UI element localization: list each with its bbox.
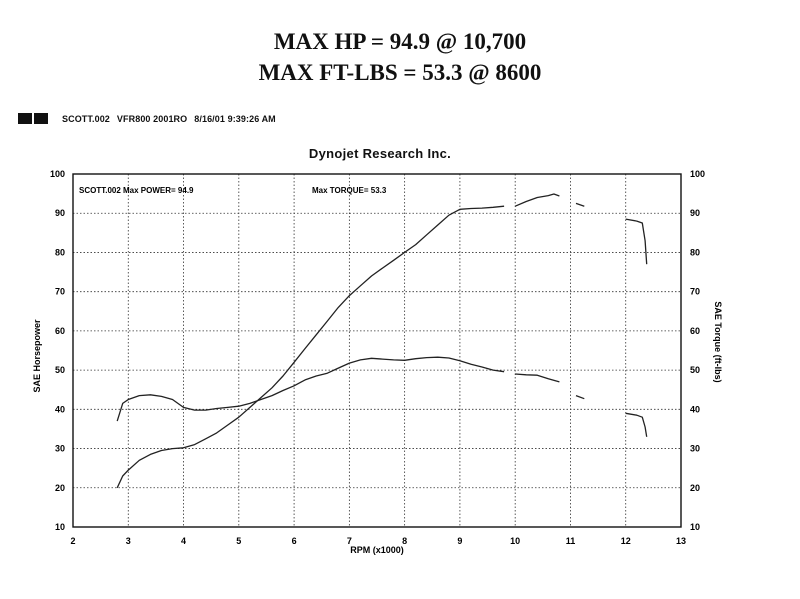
x-tick-label: 13 — [676, 536, 686, 546]
chart-grid — [73, 174, 681, 527]
run-info-row: SCOTT.002 VFR800 2001RO 8/16/01 9:39:26 … — [18, 113, 283, 124]
x-tick-label: 4 — [181, 536, 186, 546]
left-tick-label: 80 — [55, 247, 65, 257]
x-axis-label: RPM (x1000) — [350, 545, 404, 555]
left-axis-label: SAE Horsepower — [32, 319, 42, 393]
horsepower-line — [575, 202, 585, 207]
right-tick-label: 20 — [690, 483, 700, 493]
x-tick-label: 7 — [347, 536, 352, 546]
x-tick-label: 11 — [566, 536, 576, 546]
left-tick-label: 50 — [55, 365, 65, 375]
x-tick-label: 6 — [292, 536, 297, 546]
right-tick-label: 80 — [690, 247, 700, 257]
x-axis-ticks: 2 3 4 5 6 7 8 9 10 11 12 13 — [70, 536, 686, 546]
right-tick-label: 60 — [690, 326, 700, 336]
right-axis-ticks: 10 20 30 40 50 60 70 80 90 100 — [690, 169, 705, 532]
torque-line — [575, 394, 585, 400]
run-filename: SCOTT.002 — [62, 113, 110, 124]
left-tick-label: 40 — [55, 404, 65, 414]
horsepower-line — [625, 218, 648, 265]
right-tick-label: 90 — [690, 208, 700, 218]
left-axis-ticks: 10 20 30 40 50 60 70 80 90 100 — [50, 169, 65, 532]
x-tick-label: 5 — [236, 536, 241, 546]
x-tick-label: 3 — [126, 536, 131, 546]
company-title: Dynojet Research Inc. — [308, 146, 452, 161]
horsepower-line — [514, 193, 560, 207]
torque-series — [116, 356, 648, 437]
left-tick-label: 90 — [55, 208, 65, 218]
right-axis-label: SAE Torque (ft-lbs) — [713, 301, 723, 382]
horsepower-series — [116, 193, 648, 489]
left-tick-label: 60 — [55, 326, 65, 336]
left-tick-label: 10 — [55, 522, 65, 532]
max-hp-headline: MAX HP = 94.9 @ 10,700 — [273, 29, 527, 54]
run-vehicle: VFR800 2001RO — [116, 113, 188, 124]
x-tick-label: 12 — [621, 536, 631, 546]
x-tick-label: 8 — [402, 536, 407, 546]
max-torque-annotation: Max TORQUE= 53.3 — [312, 186, 387, 195]
right-tick-label: 10 — [690, 522, 700, 532]
right-tick-label: 100 — [690, 169, 705, 179]
left-tick-label: 100 — [50, 169, 65, 179]
horsepower-line — [116, 205, 505, 489]
left-tick-label: 70 — [55, 287, 65, 297]
left-tick-label: 30 — [55, 444, 65, 454]
run-datetime: 8/16/01 9:39:26 AM — [194, 113, 276, 124]
printer-marks-icon — [18, 113, 48, 124]
right-tick-label: 40 — [690, 404, 700, 414]
right-tick-label: 50 — [690, 365, 700, 375]
x-tick-label: 2 — [70, 536, 75, 546]
torque-line — [625, 412, 648, 437]
chart-series — [116, 193, 648, 489]
left-tick-label: 20 — [55, 483, 65, 493]
max-power-annotation: SCOTT.002 Max POWER= 94.9 — [79, 186, 194, 195]
torque-line — [515, 373, 560, 383]
torque-line — [116, 356, 505, 422]
right-tick-label: 30 — [690, 444, 700, 454]
right-tick-label: 70 — [690, 287, 700, 297]
x-tick-label: 10 — [510, 536, 520, 546]
x-tick-label: 9 — [457, 536, 462, 546]
max-torque-headline: MAX FT-LBS = 53.3 @ 8600 — [258, 60, 542, 85]
plot-frame — [72, 173, 682, 528]
